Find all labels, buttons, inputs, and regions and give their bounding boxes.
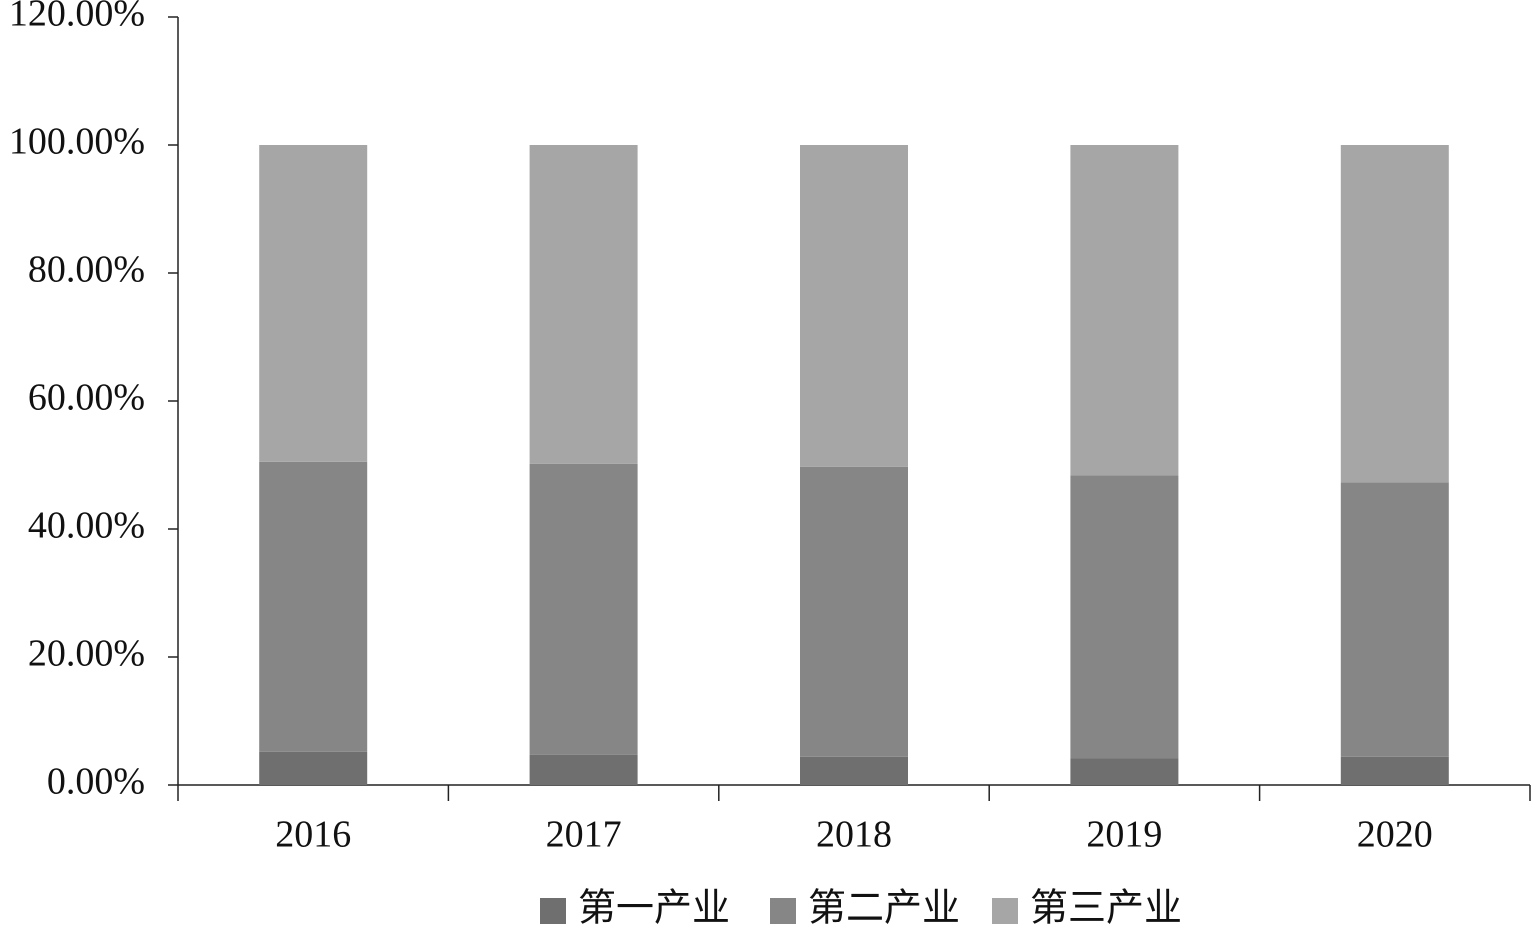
bar-segment — [529, 754, 638, 785]
bar-segment — [1070, 145, 1179, 476]
x-tick-label: 2018 — [816, 814, 892, 856]
y-tick-label: 20.00% — [28, 633, 145, 675]
bar-segment — [1070, 475, 1179, 759]
bar-segment — [259, 461, 368, 752]
legend-swatch — [540, 898, 566, 924]
legend-label: 第二产业 — [808, 888, 960, 930]
bar-segment — [1070, 758, 1179, 785]
bar-segment — [1340, 482, 1449, 757]
y-tick-label: 80.00% — [28, 249, 145, 291]
x-tick-label: 2019 — [1086, 814, 1162, 856]
legend-label: 第三产业 — [1030, 888, 1182, 930]
x-tick-label: 2020 — [1357, 814, 1433, 856]
y-tick-label: 0.00% — [47, 761, 145, 803]
bar-segment — [259, 145, 368, 462]
bar-segment — [800, 145, 908, 467]
y-tick-label: 120.00% — [9, 0, 145, 35]
bar-segment — [800, 756, 908, 785]
y-tick-label: 60.00% — [28, 377, 145, 419]
y-tick-label: 100.00% — [9, 121, 145, 163]
bar-segment — [800, 466, 908, 757]
bar-segment — [1340, 756, 1449, 785]
legend-swatch — [770, 898, 796, 924]
y-tick-label: 40.00% — [28, 505, 145, 547]
legend-label: 第一产业 — [578, 888, 730, 930]
legend-swatch — [992, 898, 1018, 924]
bar-segment — [1340, 145, 1449, 483]
bar-segment — [259, 751, 368, 785]
bar-segment — [529, 463, 638, 755]
x-tick-label: 2016 — [275, 814, 351, 856]
bar-segment — [529, 145, 638, 464]
x-tick-label: 2017 — [546, 814, 622, 856]
